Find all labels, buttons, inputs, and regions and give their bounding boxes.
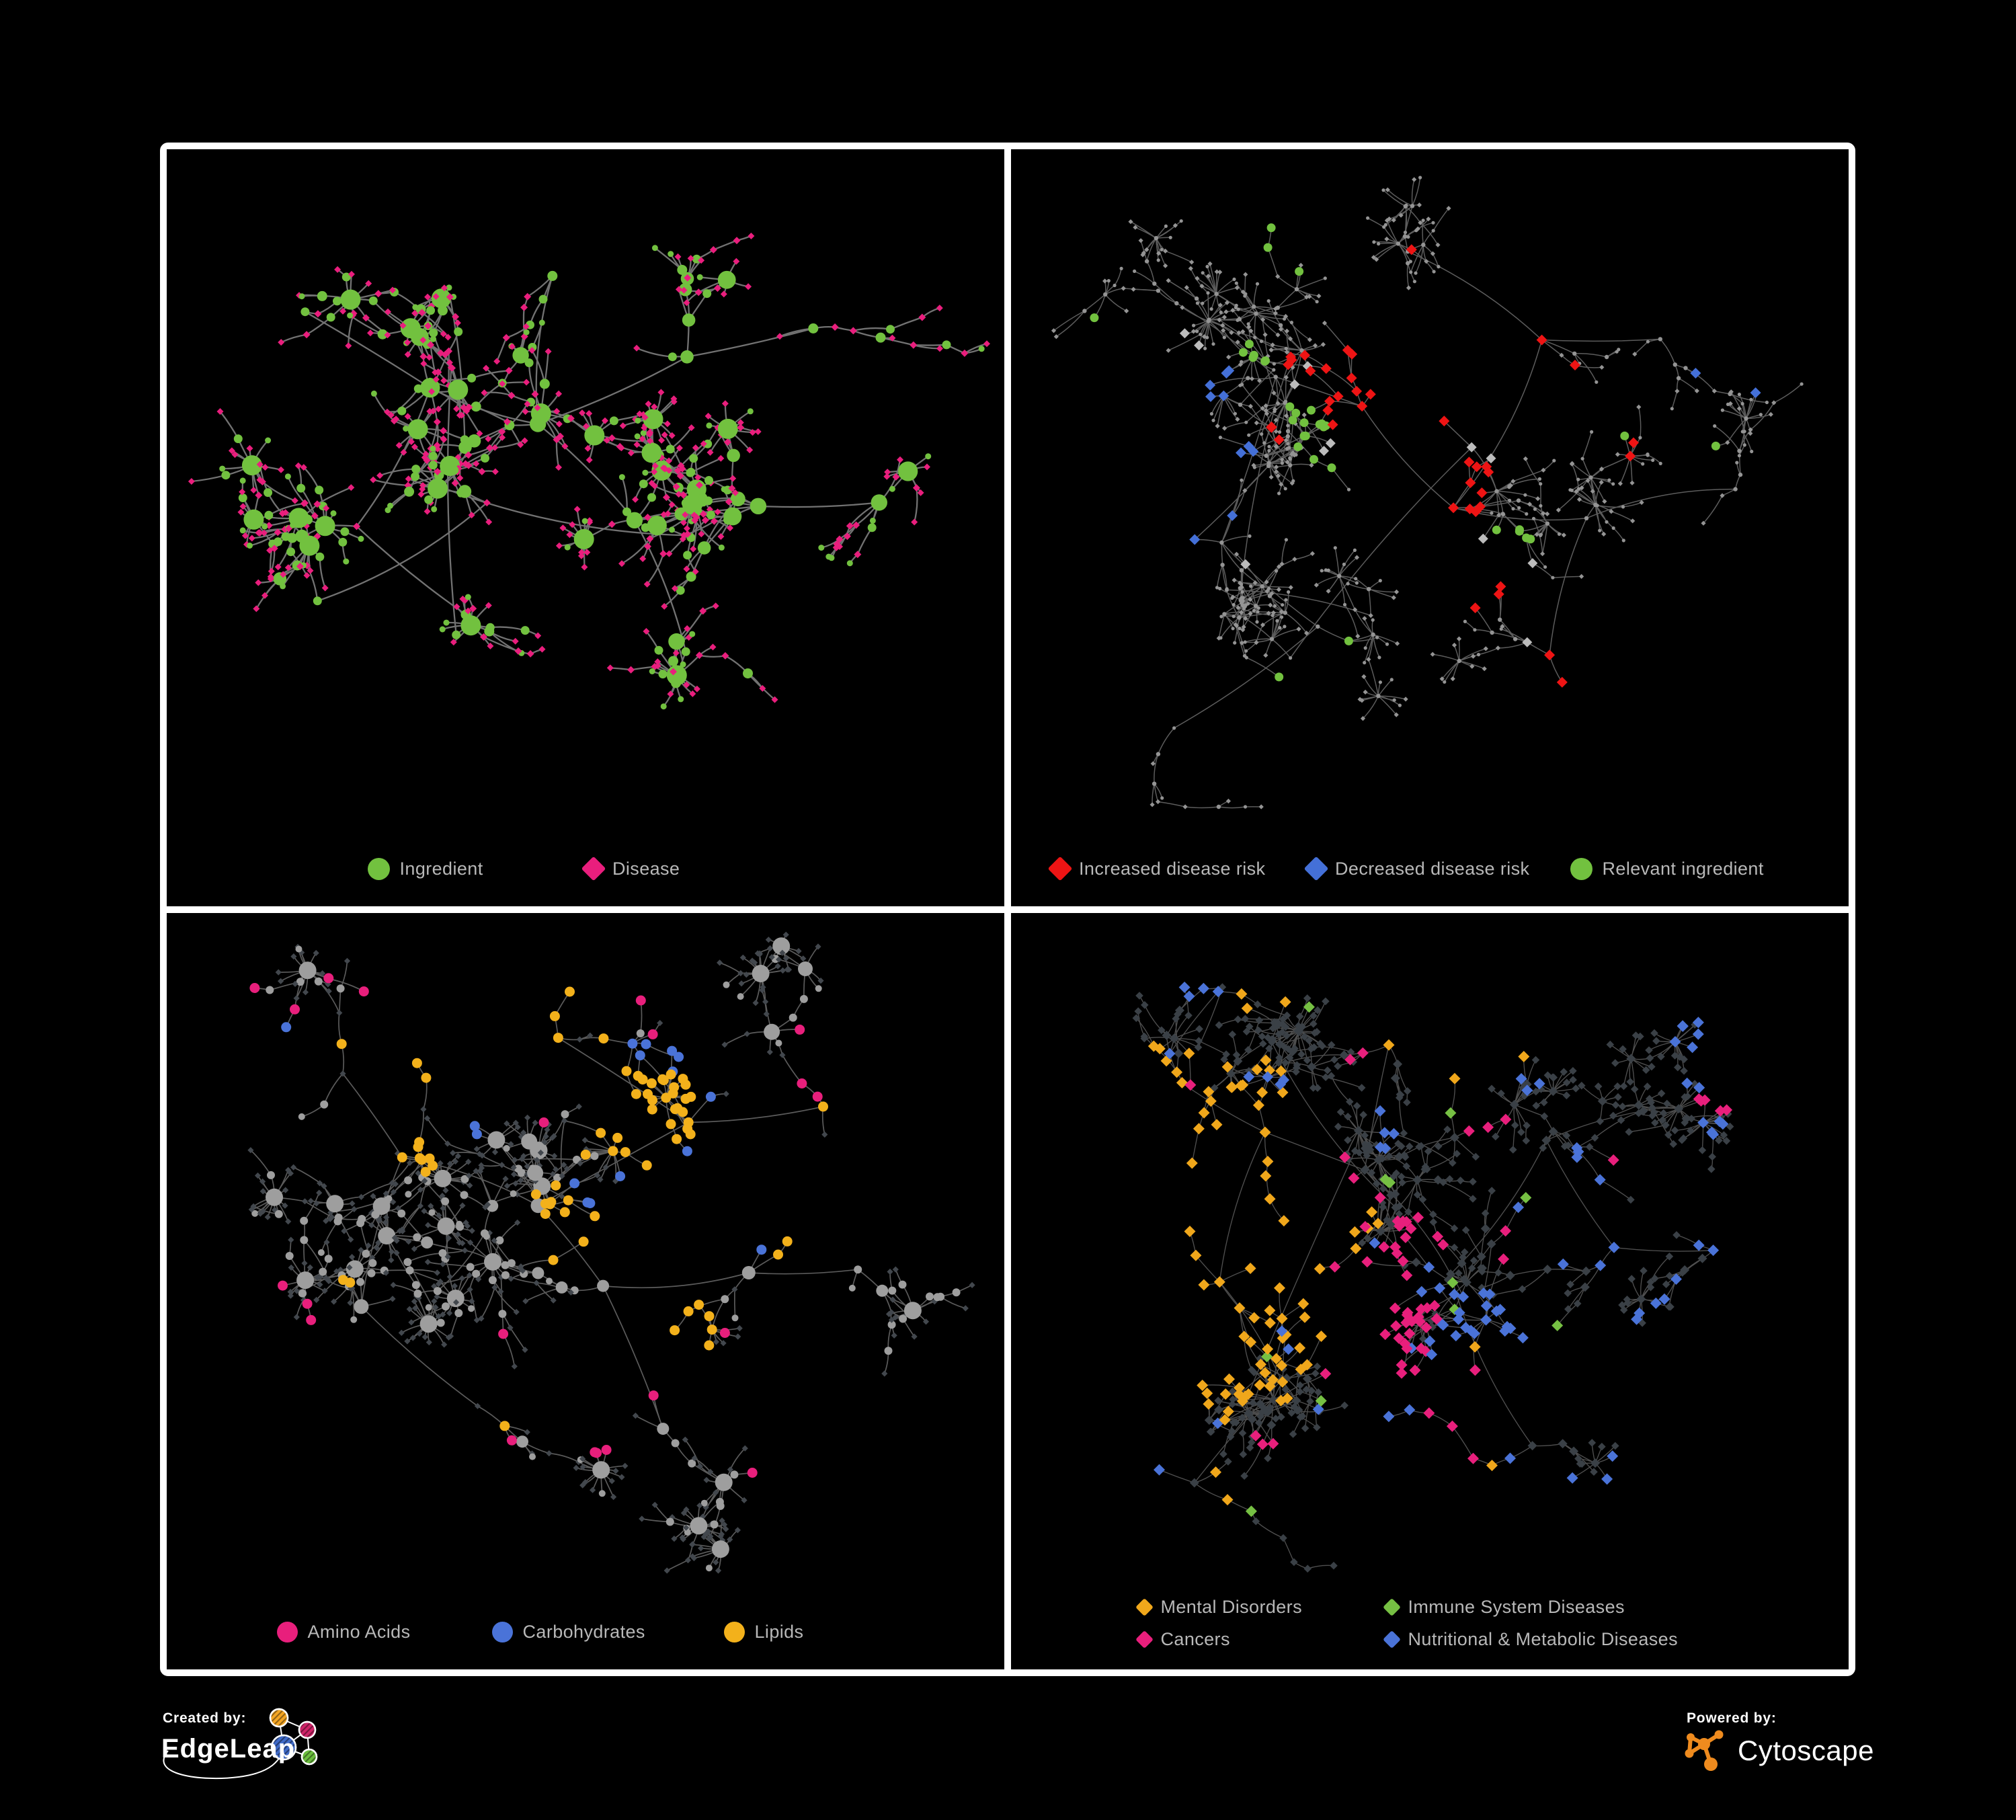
nutritional-metabolic-diamond-marker <box>1382 1630 1401 1649</box>
cytoscape-logo: Powered by: Cytoscape <box>1679 1706 1907 1780</box>
legend-item-amino-acids: Amino Acids <box>276 1621 411 1644</box>
legend-label: Lipids <box>754 1622 804 1642</box>
edgeleap-logo: Created by: EdgeLeap <box>155 1706 363 1796</box>
legend-item-increased-risk: Increased disease risk <box>1047 856 1266 881</box>
legend-item-immune-diseases: Immune System Diseases <box>1382 1596 1625 1619</box>
edgeleap-swoosh <box>163 1742 287 1780</box>
carbohydrates-circle-marker <box>491 1622 513 1643</box>
legend-label: Ingredient <box>399 858 483 879</box>
panel-ingredient-disease: Ingredient Disease <box>167 149 1004 906</box>
legend-item-carbohydrates: Carbohydrates <box>491 1621 645 1644</box>
ingredient-circle-marker <box>367 857 390 880</box>
panel-disease-categories: Mental Disorders Immune System Diseases … <box>1011 912 1849 1669</box>
legend-label: Relevant ingredient <box>1602 858 1764 879</box>
decreased-risk-diamond-marker <box>1303 856 1329 881</box>
cytoscape-icon <box>1685 1730 1724 1771</box>
relevant-ingredient-circle-marker <box>1570 857 1592 880</box>
edgeleap-logo-graphic: EdgeLeap <box>161 1708 318 1780</box>
legend-label: Cancers <box>1160 1629 1230 1649</box>
legend-label: Disease <box>612 858 680 879</box>
legend-item-cancers: Cancers <box>1135 1628 1230 1651</box>
legend-label: Mental Disorders <box>1160 1597 1302 1617</box>
immune-diseases-diamond-marker <box>1382 1598 1401 1616</box>
legend-label: Carbohydrates <box>522 1622 645 1642</box>
network-graph-ingredient-disease <box>188 233 990 710</box>
legend-label: Increased disease risk <box>1079 858 1266 879</box>
legend-label: Amino Acids <box>307 1622 411 1642</box>
created-by-label: Created by: <box>163 1710 247 1726</box>
lipids-circle-marker <box>723 1622 745 1643</box>
powered-by-label: Powered by: <box>1687 1710 1777 1726</box>
edgeleap-graph-nodes <box>269 1708 318 1766</box>
legend-item-relevant-ingredient: Relevant ingredient <box>1570 857 1764 880</box>
legend-item-lipids: Lipids <box>723 1621 804 1644</box>
disease-diamond-marker <box>581 856 606 881</box>
figure-grid: Ingredient Disease Increased disease ris… <box>160 143 1855 1676</box>
panel-nutrients: Amino Acids Carbohydrates Lipids <box>167 912 1004 1669</box>
network-graph-disease-categories <box>1132 981 1734 1573</box>
legend-label: Immune System Diseases <box>1408 1597 1625 1617</box>
legend-item-decreased-risk: Decreased disease risk <box>1303 856 1530 881</box>
edgeleap-wordmark: EdgeLeap <box>161 1734 295 1764</box>
cancers-diamond-marker <box>1135 1630 1154 1649</box>
network-graph-disease-risk <box>1051 175 1804 809</box>
legend-item-disease: Disease <box>581 856 680 881</box>
legend-item-nutritional-metabolic: Nutritional & Metabolic Diseases <box>1382 1628 1678 1651</box>
amino-acids-circle-marker <box>276 1622 298 1643</box>
legend-label: Decreased disease risk <box>1335 858 1530 879</box>
panel-disease-risk: Increased disease risk Decreased disease… <box>1011 149 1849 906</box>
mental-disorders-diamond-marker <box>1135 1598 1154 1616</box>
increased-risk-diamond-marker <box>1047 856 1073 881</box>
network-graph-nutrients <box>247 931 975 1574</box>
legend-item-mental-disorders: Mental Disorders <box>1135 1596 1302 1619</box>
cytoscape-wordmark: Cytoscape <box>1738 1735 1874 1766</box>
legend-label: Nutritional & Metabolic Diseases <box>1408 1629 1678 1649</box>
legend-item-ingredient: Ingredient <box>367 857 483 880</box>
